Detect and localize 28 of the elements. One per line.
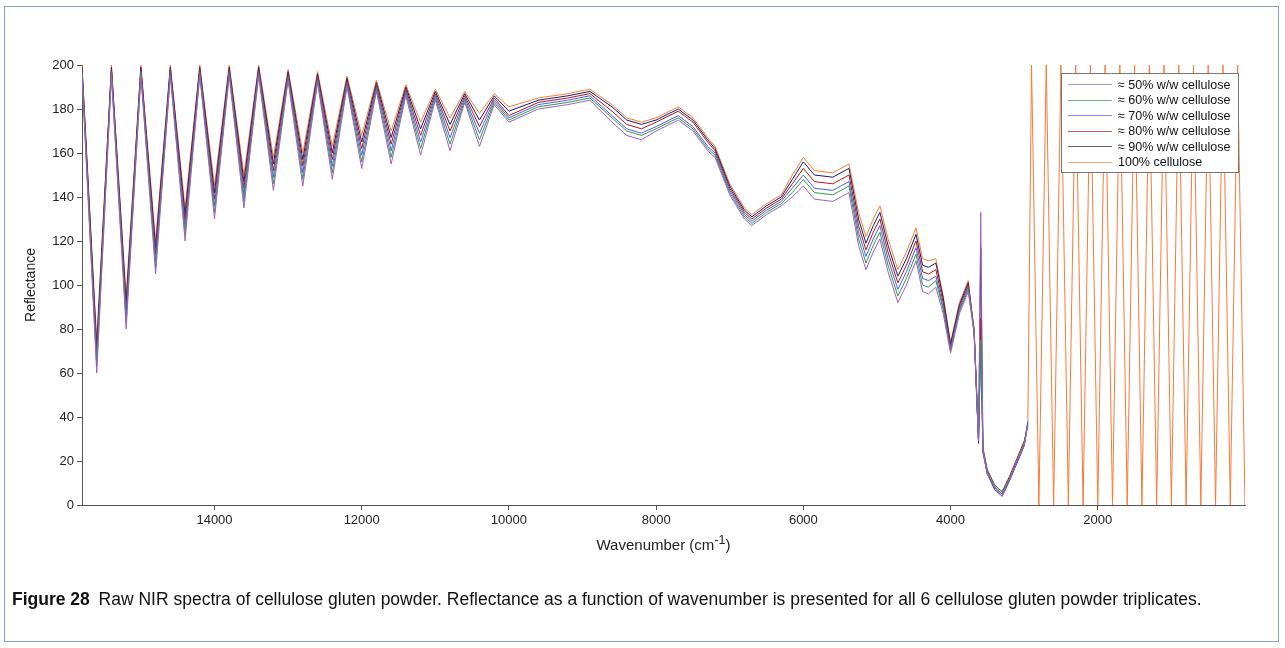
y-tick-label: 40	[59, 408, 74, 424]
legend-label: ≈ 80% w/w cellulose	[1118, 124, 1231, 139]
y-tick-label: 20	[59, 452, 74, 468]
x-tick-label: 4000	[936, 512, 966, 528]
x-tick-label: 2000	[1083, 512, 1113, 528]
y-tick-label: 0	[66, 496, 74, 512]
y-tick-label: 100	[52, 276, 74, 292]
y-tick-label: 180	[52, 100, 74, 116]
x-tick-label: 8000	[641, 512, 671, 528]
x-tick-label: 14000	[196, 512, 233, 528]
x-tick-label: 10000	[490, 512, 527, 528]
y-axis-title: Reflectance	[21, 248, 38, 322]
legend-label: 100% cellulose	[1118, 155, 1203, 170]
y-tick-label: 160	[52, 144, 74, 160]
x-tick-label: 6000	[788, 512, 818, 528]
y-tick-label: 200	[52, 56, 74, 72]
caption: Figure 28	[12, 589, 90, 609]
y-tick-label: 140	[52, 188, 74, 204]
y-tick-label: 80	[59, 320, 74, 336]
y-tick-label: 60	[59, 364, 74, 380]
x-axis-title: Wavenumber (cm$^{-1}$)	[596, 533, 731, 553]
legend-label: ≈ 50% w/w cellulose	[1118, 77, 1231, 92]
legend-label: ≈ 60% w/w cellulose	[1118, 93, 1231, 108]
text: Raw NIR spectra of cellulose gluten powder. Reflectance as a function of wavenumber is presented for all 6 cellulose gluten powder triplicates.	[98, 589, 1202, 609]
legend-label: ≈ 70% w/w cellulose	[1118, 108, 1231, 123]
x-tick-label: 12000	[343, 512, 380, 528]
legend-label: ≈ 90% w/w cellulose	[1118, 139, 1231, 154]
y-tick-label: 120	[52, 232, 74, 248]
